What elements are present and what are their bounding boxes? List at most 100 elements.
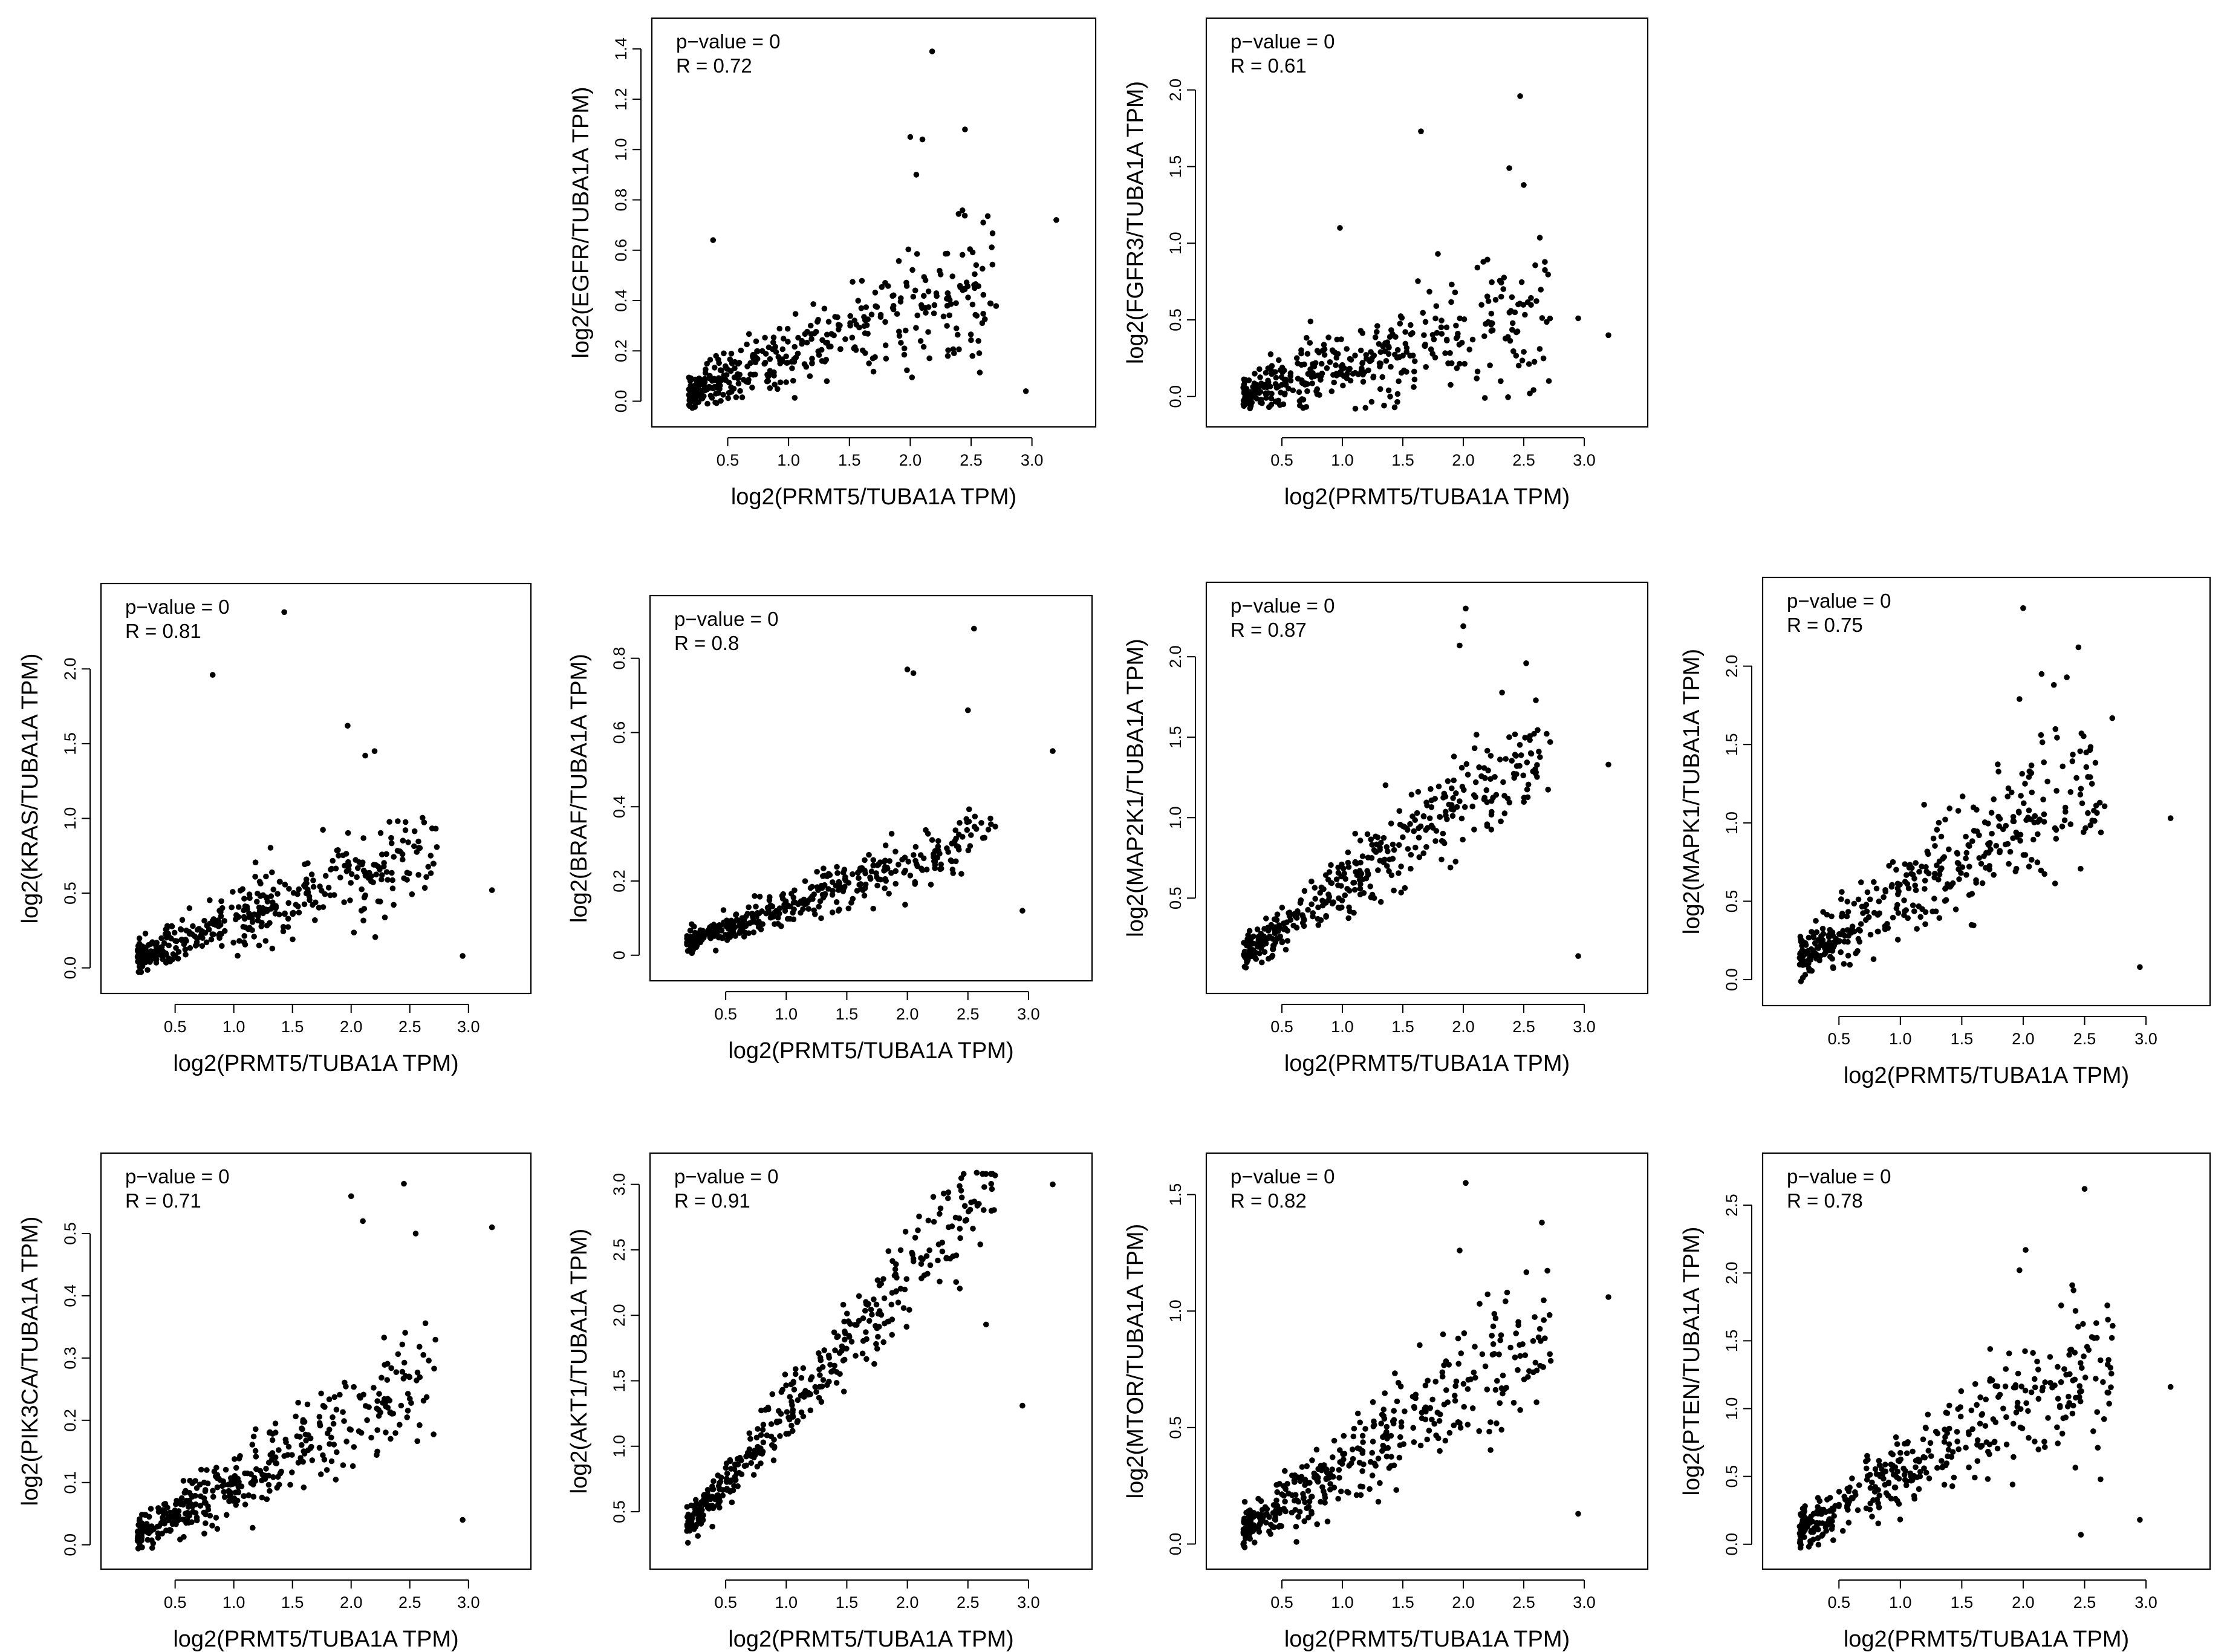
data-point (944, 302, 951, 309)
data-point (1445, 360, 1451, 366)
data-point (782, 1371, 788, 1377)
data-point (2053, 836, 2060, 842)
scatter-panel-akt1: 0.5 1.0 1.5 2.0 2.5 3.00.51.01.52.02.53.0log2… (567, 1152, 1093, 1652)
data-point (1331, 379, 1337, 386)
x-tick-label: 3.0 (1573, 451, 1596, 469)
data-point (1955, 1406, 1961, 1412)
data-point (374, 1398, 380, 1404)
data-point (2096, 799, 2103, 806)
data-point (808, 1374, 815, 1380)
data-point (416, 1344, 423, 1350)
data-point (1515, 362, 1522, 369)
data-point (1605, 761, 1611, 768)
data-point (1442, 1437, 1449, 1444)
r-value-label: R = 0.75 (1787, 614, 1863, 636)
data-point (1318, 1462, 1324, 1469)
data-point (827, 1362, 833, 1368)
data-point (1498, 293, 1504, 300)
data-point (1296, 1509, 1303, 1515)
x-tick-label: 2.0 (1452, 451, 1475, 469)
data-point (1831, 1513, 1837, 1519)
data-point (809, 360, 815, 366)
data-point (758, 1460, 764, 1466)
data-point (2058, 1302, 2064, 1309)
data-point (1896, 1475, 1902, 1482)
data-point (910, 293, 917, 300)
data-point (173, 945, 179, 951)
data-point (397, 1422, 403, 1428)
data-point (1810, 934, 1817, 941)
data-point (1357, 347, 1364, 354)
data-point (1283, 382, 1289, 388)
data-point (1894, 1441, 1900, 1447)
data-point (1326, 869, 1333, 875)
data-point (1885, 925, 1891, 931)
data-point (897, 1247, 904, 1254)
data-point (814, 868, 820, 875)
data-point (1498, 818, 1504, 825)
data-point (1894, 880, 1901, 887)
data-point (1451, 777, 1457, 784)
data-point (1472, 794, 1478, 800)
data-point (246, 911, 252, 917)
data-point (1500, 1372, 1506, 1379)
data-point (1893, 1434, 1899, 1440)
data-point (1463, 1180, 1469, 1186)
data-point (1269, 952, 1276, 959)
data-point (1301, 1518, 1307, 1524)
data-point (684, 948, 691, 954)
data-point (1521, 349, 1527, 355)
data-point (340, 1462, 346, 1468)
data-point (400, 856, 406, 863)
data-point (790, 1380, 796, 1386)
r-value-label: R = 0.91 (674, 1189, 750, 1212)
data-point (1282, 390, 1288, 397)
data-point (1524, 759, 1530, 766)
data-point (834, 870, 840, 876)
data-point (2106, 1400, 2112, 1407)
data-point (955, 844, 961, 850)
data-point (1513, 1330, 1519, 1336)
data-point (145, 942, 152, 948)
data-point (1855, 896, 1862, 903)
data-point (1345, 859, 1351, 866)
data-point (701, 393, 707, 399)
data-point (1301, 1494, 1307, 1501)
data-point (1546, 1312, 1553, 1318)
data-point (868, 1306, 874, 1313)
data-point (767, 371, 773, 377)
x-tick-label: 2.0 (2012, 1030, 2035, 1048)
data-point (1273, 374, 1279, 381)
data-point (1946, 846, 1952, 853)
data-point (763, 910, 769, 917)
data-point (235, 904, 242, 910)
data-point (882, 876, 888, 882)
data-point (2018, 1384, 2024, 1390)
data-point (242, 1470, 248, 1477)
data-point (1375, 1455, 1382, 1462)
data-point (134, 1529, 141, 1535)
data-point (1340, 382, 1346, 389)
data-point (1382, 1390, 1388, 1396)
data-point (874, 882, 880, 889)
data-point (1432, 796, 1438, 802)
data-point (1488, 320, 1495, 326)
data-point (1955, 808, 1962, 814)
scatter-panel-braf: 0.5 1.0 1.5 2.0 2.5 3.000.20.40.60.8log2(PRMT… (567, 594, 1093, 1064)
p-value-label: p−value = 0 (674, 1165, 778, 1188)
data-point (777, 379, 784, 386)
data-point (980, 311, 986, 317)
data-point (1917, 914, 1923, 920)
data-point (932, 865, 938, 871)
data-point (958, 1188, 964, 1194)
data-point (2075, 1324, 2081, 1330)
data-point (952, 1214, 959, 1221)
data-point (1954, 1429, 1960, 1435)
data-point (821, 1347, 827, 1353)
x-tick-label: 2.0 (896, 1005, 919, 1023)
data-point (2080, 1321, 2086, 1327)
y-tick-label: 1.5 (1166, 155, 1185, 178)
data-point (2104, 1302, 2110, 1309)
data-point (892, 1266, 899, 1272)
